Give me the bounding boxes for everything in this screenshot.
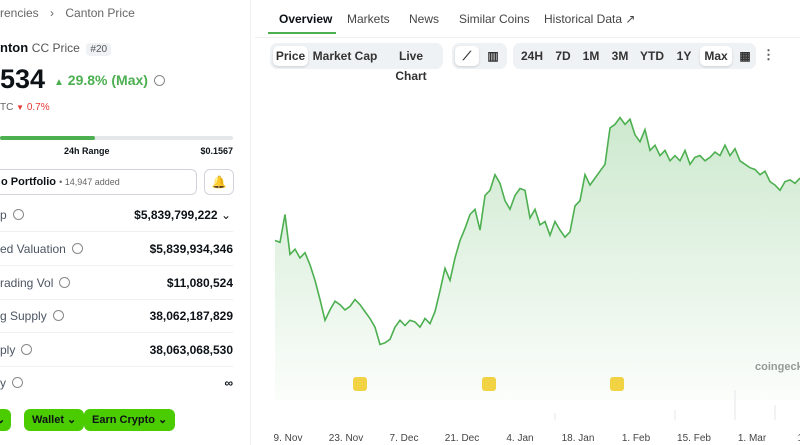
stat-value: ∞	[224, 376, 233, 390]
chart-type-group: ⟋ ▥	[452, 43, 507, 69]
stat-label: ed Valuation	[0, 242, 66, 256]
stat-row: ed Valuation $5,839,934,346	[0, 232, 233, 266]
breadcrumb-link[interactable]: rencies	[0, 6, 39, 20]
range-button[interactable]: 1M	[582, 49, 600, 63]
range-bar	[0, 136, 233, 140]
x-axis-label: 7. Dec	[390, 433, 419, 444]
x-axis-label: 18. Jan	[562, 433, 595, 444]
price-area	[275, 117, 800, 400]
range-button[interactable]: YTD	[640, 49, 664, 63]
btc-change: 0.7%	[26, 102, 50, 113]
price: 534	[0, 64, 46, 94]
stat-row: y ∞	[0, 366, 233, 399]
stat-value: 38,063,068,530	[149, 343, 233, 357]
rank: #20	[86, 43, 112, 56]
stat-label: g Supply	[0, 309, 47, 323]
x-axis-label: 1. Mar	[738, 433, 767, 444]
mode-group: Price Market Cap Live Chart	[270, 43, 443, 83]
range-button[interactable]: 1Y	[676, 49, 692, 63]
x-axis-label: 15. M	[797, 433, 800, 444]
tab-active[interactable]: Overview	[279, 12, 333, 26]
x-axis-label: 21. Dec	[445, 433, 479, 444]
calendar-button[interactable]: ▦	[739, 49, 751, 63]
stat-label: p	[0, 208, 7, 222]
stat-value: $5,839,934,346	[149, 242, 233, 256]
tab-underline	[268, 32, 336, 34]
range-button[interactable]: 24H	[520, 49, 543, 63]
mode-button[interactable]: Live Chart	[395, 49, 427, 83]
tab[interactable]: Markets	[347, 12, 390, 26]
tab[interactable]: News	[409, 12, 440, 26]
line-chart-button[interactable]: ⟋	[455, 46, 479, 66]
range-button[interactable]: 7D	[555, 49, 571, 63]
x-axis-label: 15. Feb	[677, 433, 711, 444]
coin-header: nton CC Price #20	[0, 40, 112, 56]
coin-name: nton	[0, 40, 29, 55]
divider	[250, 0, 251, 445]
action-button[interactable]: ⌄	[0, 409, 12, 431]
stat-row: p $5,839,799,222 ⌄	[0, 198, 233, 232]
price-change-value: 29.8% (Max)	[67, 72, 148, 88]
stat-value: 38,062,187,829	[149, 309, 233, 323]
price-change: ▲ 29.8% (Max)	[54, 72, 165, 88]
stat-label: rading Vol	[0, 276, 54, 290]
portfolio-text: o Portfolio	[1, 176, 56, 188]
range-label: 24h Range	[64, 146, 110, 156]
action-button[interactable]: Wallet ⌄	[24, 409, 85, 431]
range-button[interactable]: Max	[700, 46, 732, 66]
stat-row: g Supply 38,062,187,829	[0, 299, 233, 333]
stat-value: $11,080,524	[166, 276, 233, 290]
range-group: 24H 7D 1M 3M YTD 1Y Max ▦	[513, 43, 756, 69]
tab[interactable]: Similar Coins	[459, 12, 530, 26]
x-axis-label: 1. Feb	[622, 433, 651, 444]
alert-button[interactable]: 🔔	[204, 169, 234, 195]
price-line	[274, 116, 800, 346]
portfolio-button[interactable]: o Portfolio • 14,947 added	[0, 169, 197, 195]
breadcrumb: rencies › Canton Price	[0, 6, 135, 20]
btc-label: TC	[0, 102, 14, 113]
mode-button[interactable]: Market Cap	[312, 49, 378, 63]
stat-row: rading Vol $11,080,524	[0, 266, 233, 300]
portfolio-added: • 14,947 added	[59, 177, 120, 187]
stat-label: y	[0, 376, 6, 390]
tab-label: Historical Data	[544, 12, 623, 26]
mode-button[interactable]: Price	[273, 46, 308, 66]
tab[interactable]: Historical Data ↗	[544, 12, 636, 26]
x-axis-label: 4. Jan	[506, 433, 533, 444]
stat-label: ply	[0, 343, 16, 357]
coin-symbol: CC Price	[31, 41, 80, 55]
x-axis-label: 23. Nov	[329, 433, 363, 444]
range-high: $0.1567	[200, 146, 233, 156]
tab-border	[255, 37, 800, 38]
more-button[interactable]: ⋮	[762, 47, 775, 62]
action-label: Wallet	[32, 414, 64, 426]
bar-chart-button[interactable]: ▥	[487, 49, 499, 63]
btc-price: TC ▼ 0.7%	[0, 102, 50, 113]
action-label: Earn Crypto	[92, 414, 155, 426]
action-button[interactable]: Earn Crypto ⌄	[84, 409, 176, 431]
range-button[interactable]: 3M	[611, 49, 629, 63]
breadcrumb-current: Canton Price	[65, 6, 135, 20]
stat-row: ply 38,063,068,530	[0, 333, 233, 367]
x-axis-label: 9. Nov	[274, 433, 303, 444]
stat-value: $5,839,799,222	[134, 208, 218, 222]
